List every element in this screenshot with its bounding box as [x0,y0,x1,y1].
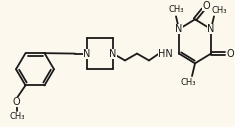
Text: CH₃: CH₃ [211,6,227,15]
Text: N: N [175,24,183,34]
Text: N: N [207,24,215,34]
Text: HN: HN [158,49,172,59]
Text: CH₃: CH₃ [168,5,184,14]
Text: N: N [83,49,91,59]
Text: N: N [109,49,117,59]
Text: CH₃: CH₃ [180,78,196,88]
Text: O: O [226,49,234,59]
Text: O: O [202,1,210,11]
Text: O: O [13,97,20,107]
Text: CH₃: CH₃ [10,112,25,121]
